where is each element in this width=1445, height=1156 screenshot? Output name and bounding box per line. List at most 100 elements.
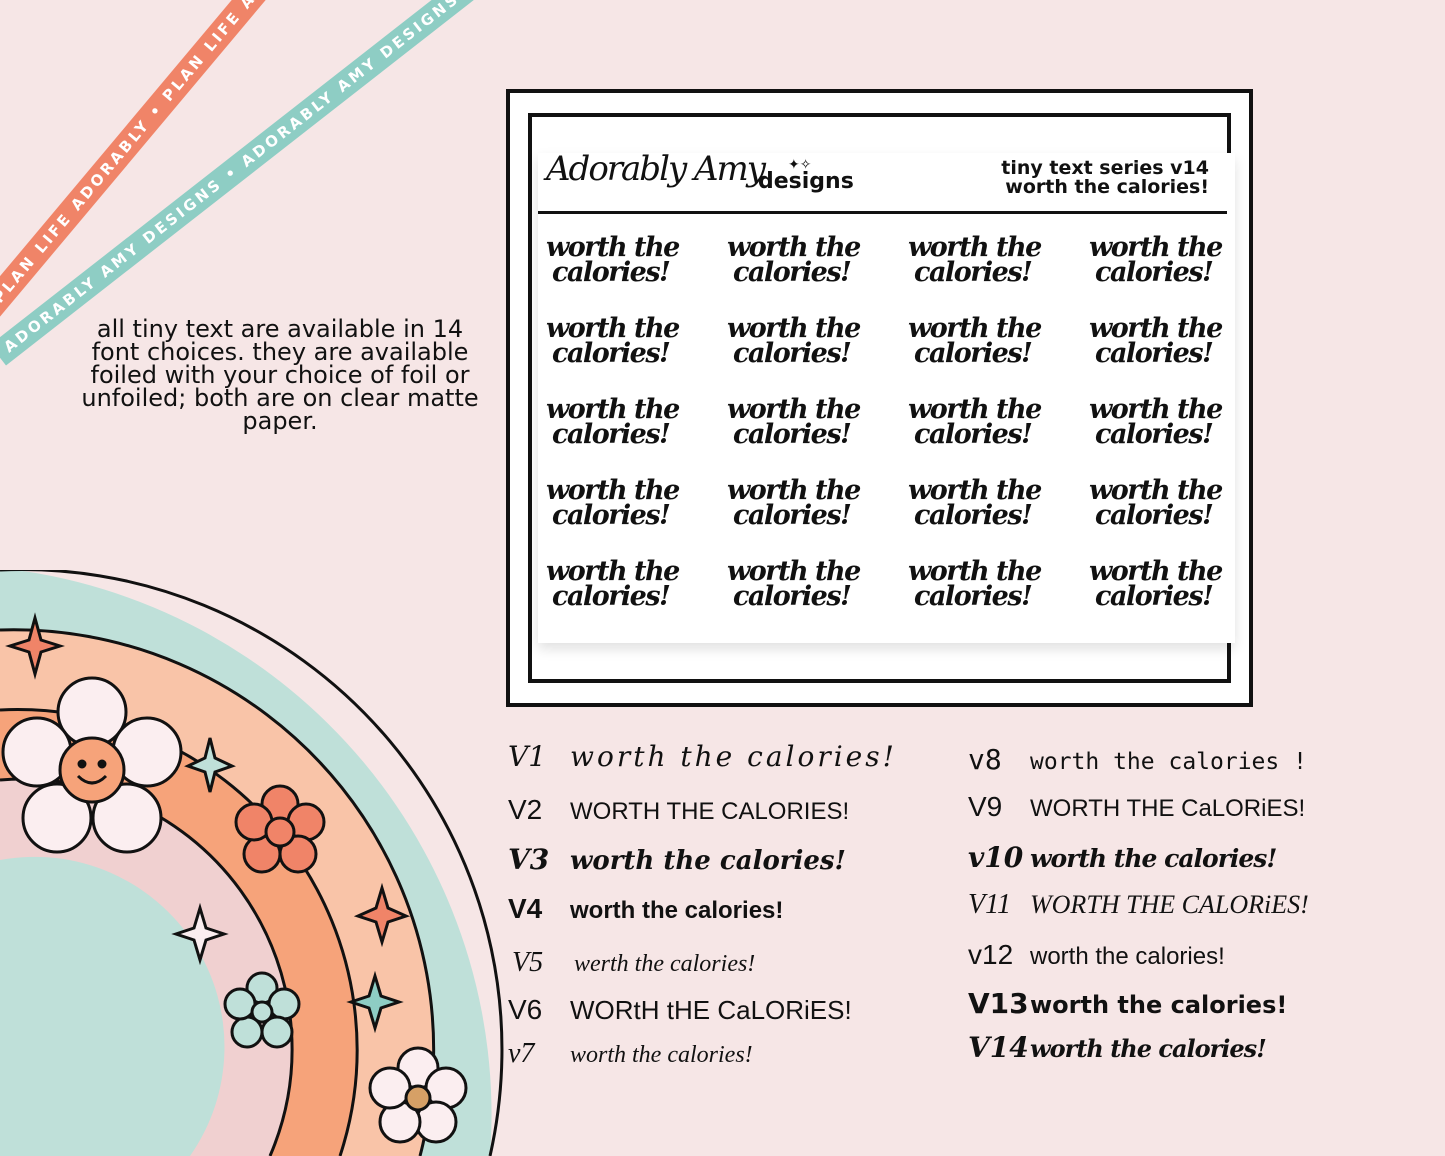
sticker-line2: calories! [733,581,852,612]
teal-flower-icon [223,971,301,1049]
sticker-line1: worth the [546,232,680,263]
variant-label: V13 [968,987,1029,1020]
sticker: worth the calories! [727,556,908,614]
sparkle-icon [346,970,404,1034]
sticker-line2: calories! [1095,419,1214,450]
variant-label: v12 [968,939,1014,970]
sticker-line1: worth the [1089,556,1223,587]
sticker-line1: worth the [908,475,1042,506]
font-variant-row: v7 worth the calories! [508,1038,753,1070]
variant-label: V4 [508,893,543,924]
sticker: worth the calories! [546,556,727,614]
sticker: worth the calories! [908,232,1089,290]
header-divider [538,211,1227,214]
rainbow-decoration [0,570,504,1156]
sticker-line2: calories! [733,257,852,288]
sticker: worth the calories! [908,556,1089,614]
series-title: tiny text series v14 worth the calories! [1001,159,1209,197]
variant-sample-text: WORtH tHE CaLORiES! [570,995,852,1025]
sticker: worth the calories! [908,394,1089,452]
series-title-line1: tiny text series v14 [1001,157,1209,179]
sticker-line2: calories! [914,581,1033,612]
sticker: worth the calories! [727,315,908,371]
sticker-line1: worth the [546,475,680,506]
sticker-line2: calories! [1095,581,1214,612]
sticker-line2: calories! [914,500,1033,531]
sticker: worth the calories! [546,232,727,290]
sticker-line2: calories! [1095,500,1214,531]
sticker-line2: calories! [1095,257,1214,288]
font-variant-row: v10 worth the calories! [968,841,1277,874]
sticker: worth the calories! [1089,556,1270,614]
sticker-line1: worth the [1089,394,1223,425]
sticker-line2: calories! [552,338,671,369]
sticker-line2: calories! [914,257,1033,288]
font-variant-row: V5 werth the calories! [512,947,755,979]
sticker: worth the calories! [1089,477,1270,533]
variant-label: v10 [968,841,1024,874]
variant-label: V9 [968,791,1003,822]
sticker: worth the calories! [1089,394,1270,452]
sticker-line2: calories! [552,257,671,288]
variant-sample-text: WORTH THE CALORIES! [570,798,850,825]
sparkle-icon [184,737,236,793]
sticker-line2: calories! [914,419,1033,450]
variant-sample-text: WORTH THE CALORiES! [1030,890,1309,919]
series-title-line2: worth the calories! [1005,176,1209,198]
variant-sample-text: worth the calories! [1030,1034,1267,1063]
variant-sample-text: worth the calories! [570,897,784,924]
variant-label: V6 [508,994,543,1025]
variant-sample-text: worth the calories! [570,740,897,773]
font-variant-row: V11 WORTH THE CALORiES! [968,889,1309,921]
variant-sample-text: werth the calories! [574,951,756,977]
font-variant-row: V6 WORtH tHE CaLORiES! [508,994,852,1026]
sticker-line2: calories! [1095,338,1214,369]
sticker-line2: calories! [552,500,671,531]
variant-label: V1 [508,740,547,773]
font-variant-row: V2 WORTH THE CALORIES! [508,794,849,826]
variant-label: V2 [508,794,543,825]
variant-label: V3 [508,843,550,876]
brand-logo-word: designs [758,169,854,194]
sticker-line2: calories! [552,581,671,612]
sticker-grid: worth the calories! worth the calories! wort… [546,232,1236,614]
sticker-line1: worth the [727,556,861,587]
brand-logo-script: Adorably Amy [546,149,766,189]
sparkle-icon [353,882,411,948]
sticker: worth the calories! [1089,315,1270,371]
sticker-line1: worth the [908,313,1042,344]
sticker-line1: worth the [727,232,861,263]
product-description: all tiny text are available in 14 font c… [81,315,479,435]
variant-sample-text: worth the calories! [570,846,846,876]
orange-flower-icon [234,784,326,874]
sticker: worth the calories! [727,394,908,452]
variant-label: v7 [508,1038,535,1069]
sticker-line1: worth the [546,556,680,587]
sticker-line2: calories! [552,419,671,450]
sticker-line1: worth the [908,394,1042,425]
sticker-sheet-frame: Adorably Amy ✦✧ designs tiny text series… [506,89,1253,707]
sparkle-icon: ✦✧ [788,157,812,173]
font-variant-row: V1 worth the calories! [508,740,897,773]
sticker: worth the calories! [546,475,727,533]
sticker: worth the calories! [1089,234,1270,290]
sheet-paper [538,153,1235,643]
sparkle-icon [171,902,229,966]
sticker-line2: calories! [733,500,852,531]
sticker-line1: worth the [727,475,861,506]
variant-sample-text: worth the calories! [570,1042,753,1068]
sticker-line1: worth the [727,394,861,425]
sticker-line1: worth the [908,556,1042,587]
sticker-line2: calories! [733,338,852,369]
sticker: worth the calories! [727,475,908,533]
font-variant-row: V9 WORTH THE CaLORiES! [968,791,1305,823]
sticker-line1: worth the [908,232,1042,263]
font-variant-row: V3 worth the calories! [508,843,846,876]
variant-sample-text: WORTH THE CaLORiES! [1030,795,1306,822]
variant-label: V5 [512,947,544,978]
sticker-line1: worth the [546,313,680,344]
sticker-line2: calories! [914,338,1033,369]
variant-label: V11 [968,889,1012,920]
white-flower-icon [368,1046,468,1144]
sticker: worth the calories! [546,396,727,452]
